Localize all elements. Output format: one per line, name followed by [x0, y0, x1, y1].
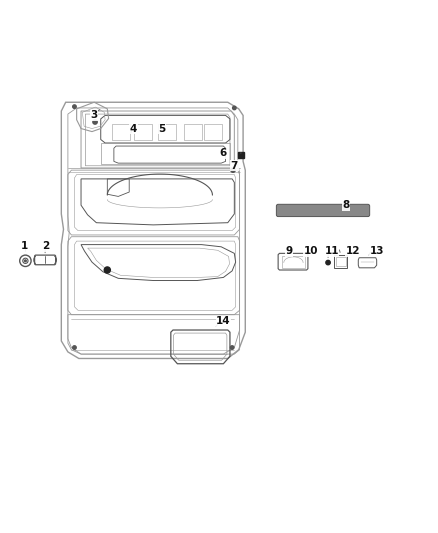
Circle shape: [230, 346, 234, 349]
Text: 10: 10: [304, 246, 318, 256]
Bar: [238, 152, 244, 158]
Text: 14: 14: [216, 316, 231, 326]
FancyBboxPatch shape: [276, 204, 370, 216]
Text: 6: 6: [219, 149, 226, 158]
Circle shape: [73, 346, 76, 349]
Text: 4: 4: [130, 124, 137, 134]
Text: 13: 13: [369, 246, 384, 256]
Text: 1: 1: [21, 241, 28, 252]
Text: 7: 7: [231, 161, 238, 171]
Circle shape: [326, 260, 330, 265]
Circle shape: [104, 267, 110, 273]
Text: 3: 3: [91, 110, 98, 120]
Text: 11: 11: [324, 246, 339, 256]
Circle shape: [231, 168, 235, 172]
Text: 12: 12: [345, 246, 360, 256]
Text: 2: 2: [42, 241, 49, 252]
Circle shape: [233, 106, 236, 110]
Circle shape: [25, 260, 26, 262]
Text: 5: 5: [159, 124, 166, 134]
Circle shape: [73, 105, 76, 108]
Text: 8: 8: [343, 200, 350, 210]
Circle shape: [93, 120, 97, 124]
Text: 9: 9: [286, 246, 293, 256]
